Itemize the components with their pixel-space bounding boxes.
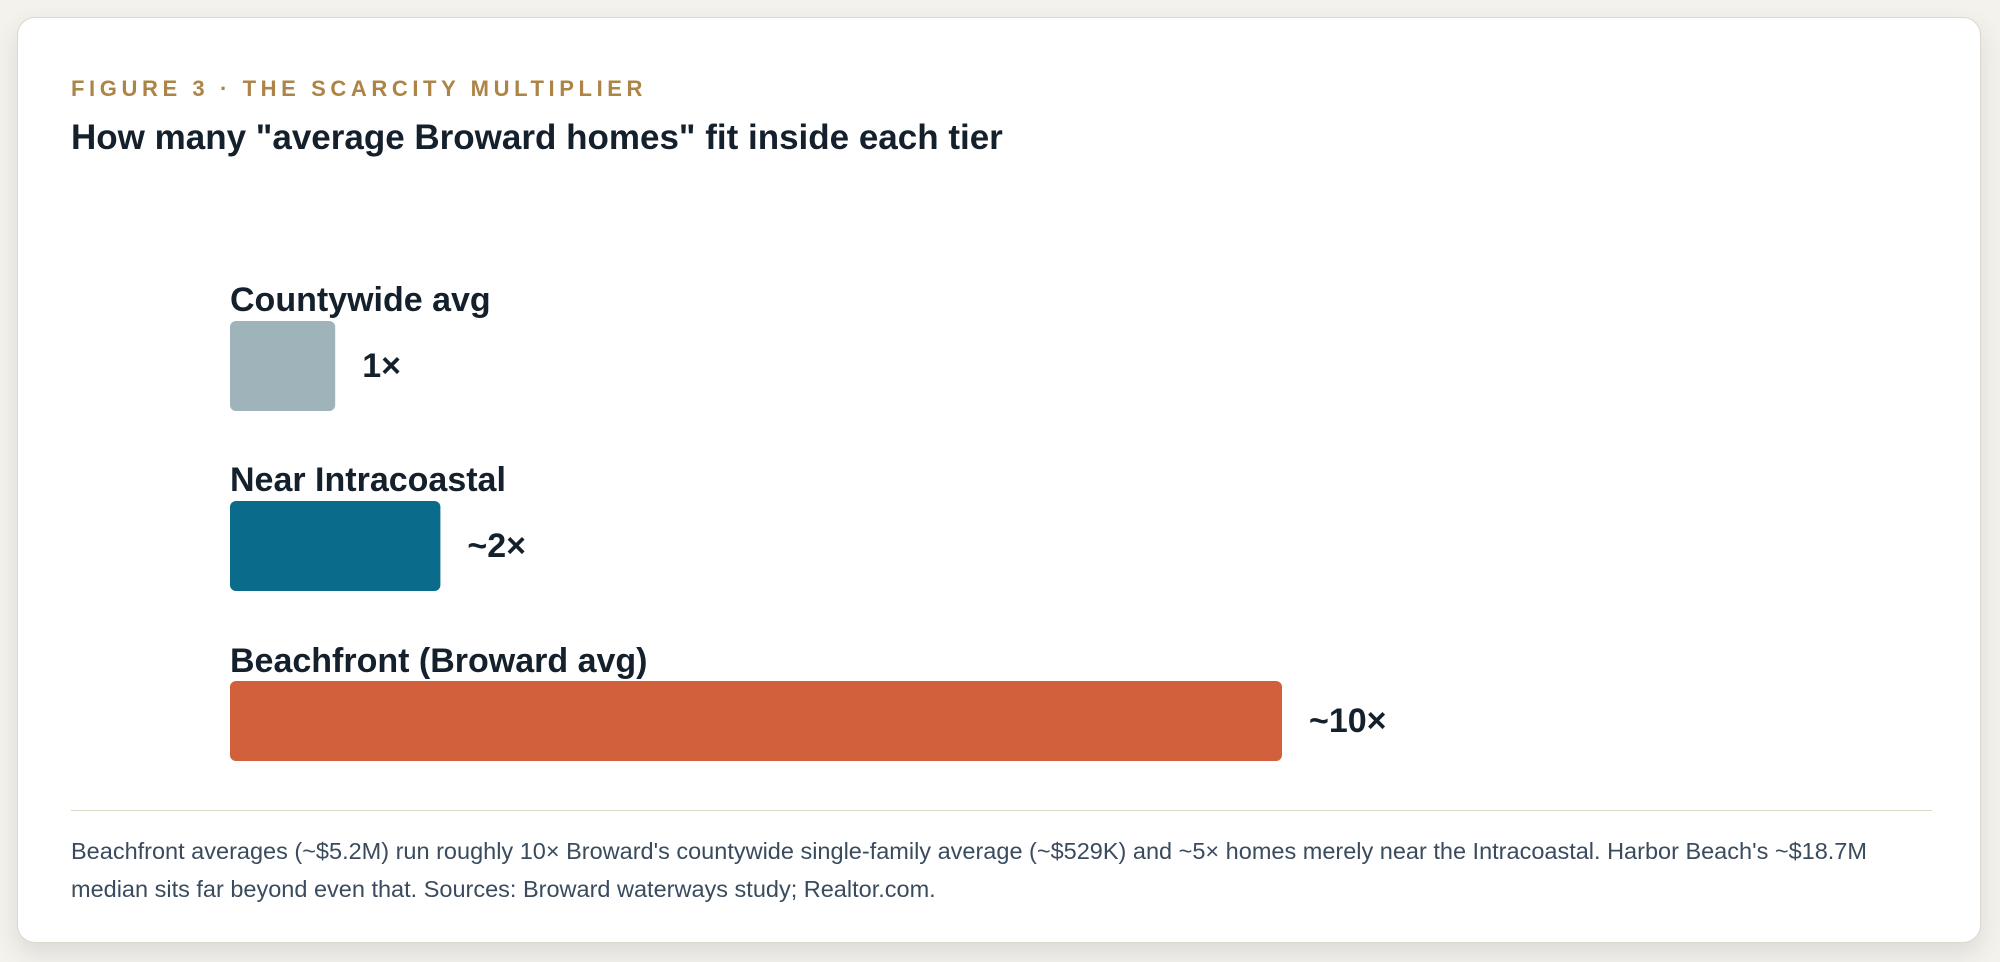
tier-label: Countywide avg [230,281,491,319]
tier-value-label: ~2× [467,527,526,565]
tier-bar [230,501,441,591]
tier-bar [230,321,336,411]
tier-label: Beachfront (Broward avg) [230,642,648,680]
figure-eyebrow: FIGURE 3 · THE SCARCITY MULTIPLIER [71,76,648,101]
figure-title: How many "average Broward homes" fit ins… [71,118,1003,157]
figure-caption: Beachfront averages (~$5.2M) run roughly… [71,838,1867,902]
tier-value-label: 1× [362,347,401,385]
figure-card: FIGURE 3 · THE SCARCITY MULTIPLIER How m… [17,17,1981,943]
scarcity-bar-chart: Countywide avg 1× Near Intracoastal ~2× Beac… [230,281,1387,761]
tier-row: Countywide avg 1× [230,281,491,411]
tier-label: Near Intracoastal [230,461,506,499]
tier-value-label: ~10× [1309,702,1387,740]
tier-row: Near Intracoastal ~2× [230,461,526,591]
caption-divider [71,810,1932,811]
tier-bar [230,681,1282,761]
tier-row: Beachfront (Broward avg) ~10× [230,642,1387,761]
